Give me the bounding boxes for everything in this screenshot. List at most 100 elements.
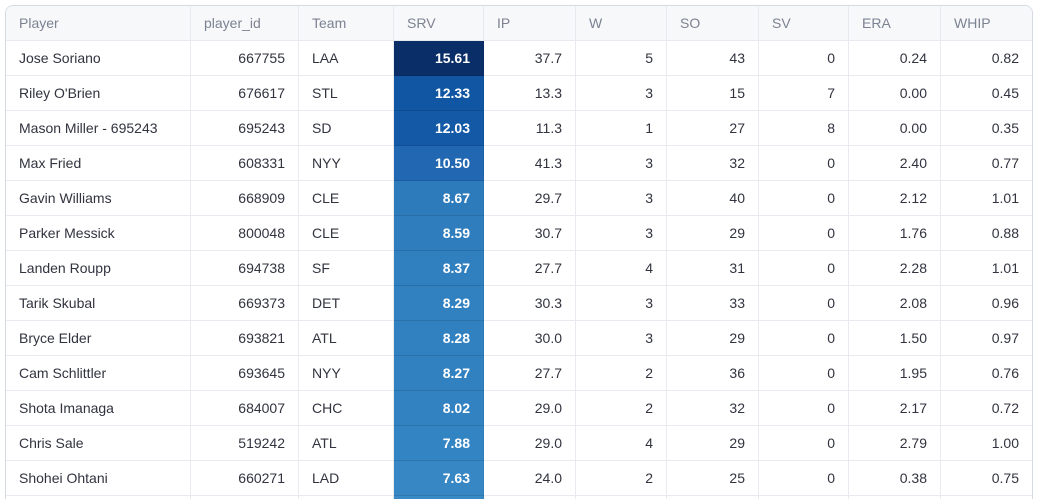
cell-team[interactable]: NYY — [299, 356, 394, 391]
cell-whip[interactable]: 0.76 — [941, 356, 1032, 391]
cell-team[interactable]: DET — [299, 286, 394, 321]
cell-player_id[interactable]: 695243 — [191, 111, 299, 146]
cell-era[interactable] — [849, 496, 941, 499]
cell-w[interactable]: 2 — [576, 356, 667, 391]
cell-era[interactable]: 2.28 — [849, 251, 941, 286]
column-header-whip[interactable]: WHIP — [941, 6, 1032, 41]
cell-whip[interactable]: 1.00 — [941, 426, 1032, 461]
cell-era[interactable]: 0.24 — [849, 41, 941, 76]
cell-player[interactable]: Tarik Skubal — [6, 286, 191, 321]
cell-sv[interactable]: 7 — [759, 76, 849, 111]
column-header-so[interactable]: SO — [667, 6, 759, 41]
cell-player_id[interactable]: 608331 — [191, 146, 299, 181]
cell-w[interactable]: 3 — [576, 321, 667, 356]
cell-player[interactable]: Mason Miller - 695243 — [6, 111, 191, 146]
cell-whip[interactable]: 1.01 — [941, 251, 1032, 286]
cell-player_id[interactable]: 669373 — [191, 286, 299, 321]
cell-srv[interactable]: 8.28 — [394, 321, 484, 356]
cell-team[interactable] — [299, 496, 394, 499]
cell-era[interactable]: 0.38 — [849, 461, 941, 496]
cell-ip[interactable] — [484, 496, 576, 499]
cell-player[interactable]: Max Fried — [6, 146, 191, 181]
column-header-era[interactable]: ERA — [849, 6, 941, 41]
cell-player[interactable]: Cam Schlittler — [6, 356, 191, 391]
cell-team[interactable]: ATL — [299, 321, 394, 356]
cell-w[interactable]: 3 — [576, 286, 667, 321]
cell-so[interactable]: 36 — [667, 356, 759, 391]
cell-srv[interactable]: 8.27 — [394, 356, 484, 391]
cell-player_id[interactable]: 694738 — [191, 251, 299, 286]
cell-w[interactable]: 3 — [576, 216, 667, 251]
cell-player_id[interactable]: 693645 — [191, 356, 299, 391]
cell-srv[interactable]: 10.50 — [394, 146, 484, 181]
cell-whip[interactable]: 0.88 — [941, 216, 1032, 251]
cell-w[interactable]: 3 — [576, 76, 667, 111]
cell-so[interactable] — [667, 496, 759, 499]
cell-srv[interactable]: 8.59 — [394, 216, 484, 251]
cell-ip[interactable]: 41.3 — [484, 146, 576, 181]
cell-team[interactable]: SF — [299, 251, 394, 286]
cell-so[interactable]: 43 — [667, 41, 759, 76]
cell-whip[interactable]: 0.97 — [941, 321, 1032, 356]
cell-srv[interactable]: 15.61 — [394, 41, 484, 76]
column-header-player_id[interactable]: player_id — [191, 6, 299, 41]
cell-so[interactable]: 29 — [667, 321, 759, 356]
cell-player_id[interactable]: 684007 — [191, 391, 299, 426]
cell-so[interactable]: 40 — [667, 181, 759, 216]
cell-player_id[interactable]: 667755 — [191, 41, 299, 76]
cell-era[interactable]: 1.76 — [849, 216, 941, 251]
cell-sv[interactable]: 0 — [759, 251, 849, 286]
cell-sv[interactable] — [759, 496, 849, 499]
cell-ip[interactable]: 27.7 — [484, 356, 576, 391]
cell-srv[interactable]: 7.88 — [394, 426, 484, 461]
cell-era[interactable]: 2.17 — [849, 391, 941, 426]
column-header-team[interactable]: Team — [299, 6, 394, 41]
cell-srv[interactable] — [394, 496, 484, 499]
cell-era[interactable]: 2.08 — [849, 286, 941, 321]
cell-ip[interactable]: 27.7 — [484, 251, 576, 286]
cell-w[interactable] — [576, 496, 667, 499]
column-header-sv[interactable]: SV — [759, 6, 849, 41]
cell-player_id[interactable]: 660271 — [191, 461, 299, 496]
cell-team[interactable]: ATL — [299, 426, 394, 461]
cell-ip[interactable]: 29.0 — [484, 391, 576, 426]
cell-srv[interactable]: 12.03 — [394, 111, 484, 146]
cell-so[interactable]: 31 — [667, 251, 759, 286]
cell-srv[interactable]: 7.63 — [394, 461, 484, 496]
cell-sv[interactable]: 0 — [759, 286, 849, 321]
cell-whip[interactable]: 0.45 — [941, 76, 1032, 111]
cell-player_id[interactable]: 668909 — [191, 181, 299, 216]
cell-player[interactable]: Bryce Elder — [6, 321, 191, 356]
column-header-player[interactable]: Player — [6, 6, 191, 41]
cell-sv[interactable]: 0 — [759, 181, 849, 216]
cell-sv[interactable]: 0 — [759, 426, 849, 461]
cell-era[interactable]: 1.50 — [849, 321, 941, 356]
cell-sv[interactable]: 0 — [759, 461, 849, 496]
cell-whip[interactable]: 0.82 — [941, 41, 1032, 76]
cell-sv[interactable]: 0 — [759, 41, 849, 76]
cell-w[interactable]: 3 — [576, 181, 667, 216]
cell-team[interactable]: SD — [299, 111, 394, 146]
cell-team[interactable]: CHC — [299, 391, 394, 426]
cell-so[interactable]: 15 — [667, 76, 759, 111]
cell-ip[interactable]: 30.0 — [484, 321, 576, 356]
cell-whip[interactable]: 0.75 — [941, 461, 1032, 496]
cell-whip[interactable]: 0.96 — [941, 286, 1032, 321]
cell-ip[interactable]: 11.3 — [484, 111, 576, 146]
cell-ip[interactable]: 29.0 — [484, 426, 576, 461]
cell-w[interactable]: 4 — [576, 251, 667, 286]
cell-sv[interactable]: 0 — [759, 391, 849, 426]
cell-team[interactable]: CLE — [299, 181, 394, 216]
column-header-srv[interactable]: SRV — [394, 6, 484, 41]
cell-player_id[interactable]: 519242 — [191, 426, 299, 461]
cell-so[interactable]: 25 — [667, 461, 759, 496]
cell-era[interactable]: 0.00 — [849, 76, 941, 111]
cell-team[interactable]: LAA — [299, 41, 394, 76]
cell-player[interactable]: Shota Imanaga — [6, 391, 191, 426]
cell-player[interactable]: Shohei Ohtani — [6, 461, 191, 496]
cell-player_id[interactable] — [191, 496, 299, 499]
cell-player[interactable]: Chris Sale — [6, 426, 191, 461]
cell-sv[interactable]: 0 — [759, 356, 849, 391]
cell-so[interactable]: 27 — [667, 111, 759, 146]
cell-ip[interactable]: 29.7 — [484, 181, 576, 216]
